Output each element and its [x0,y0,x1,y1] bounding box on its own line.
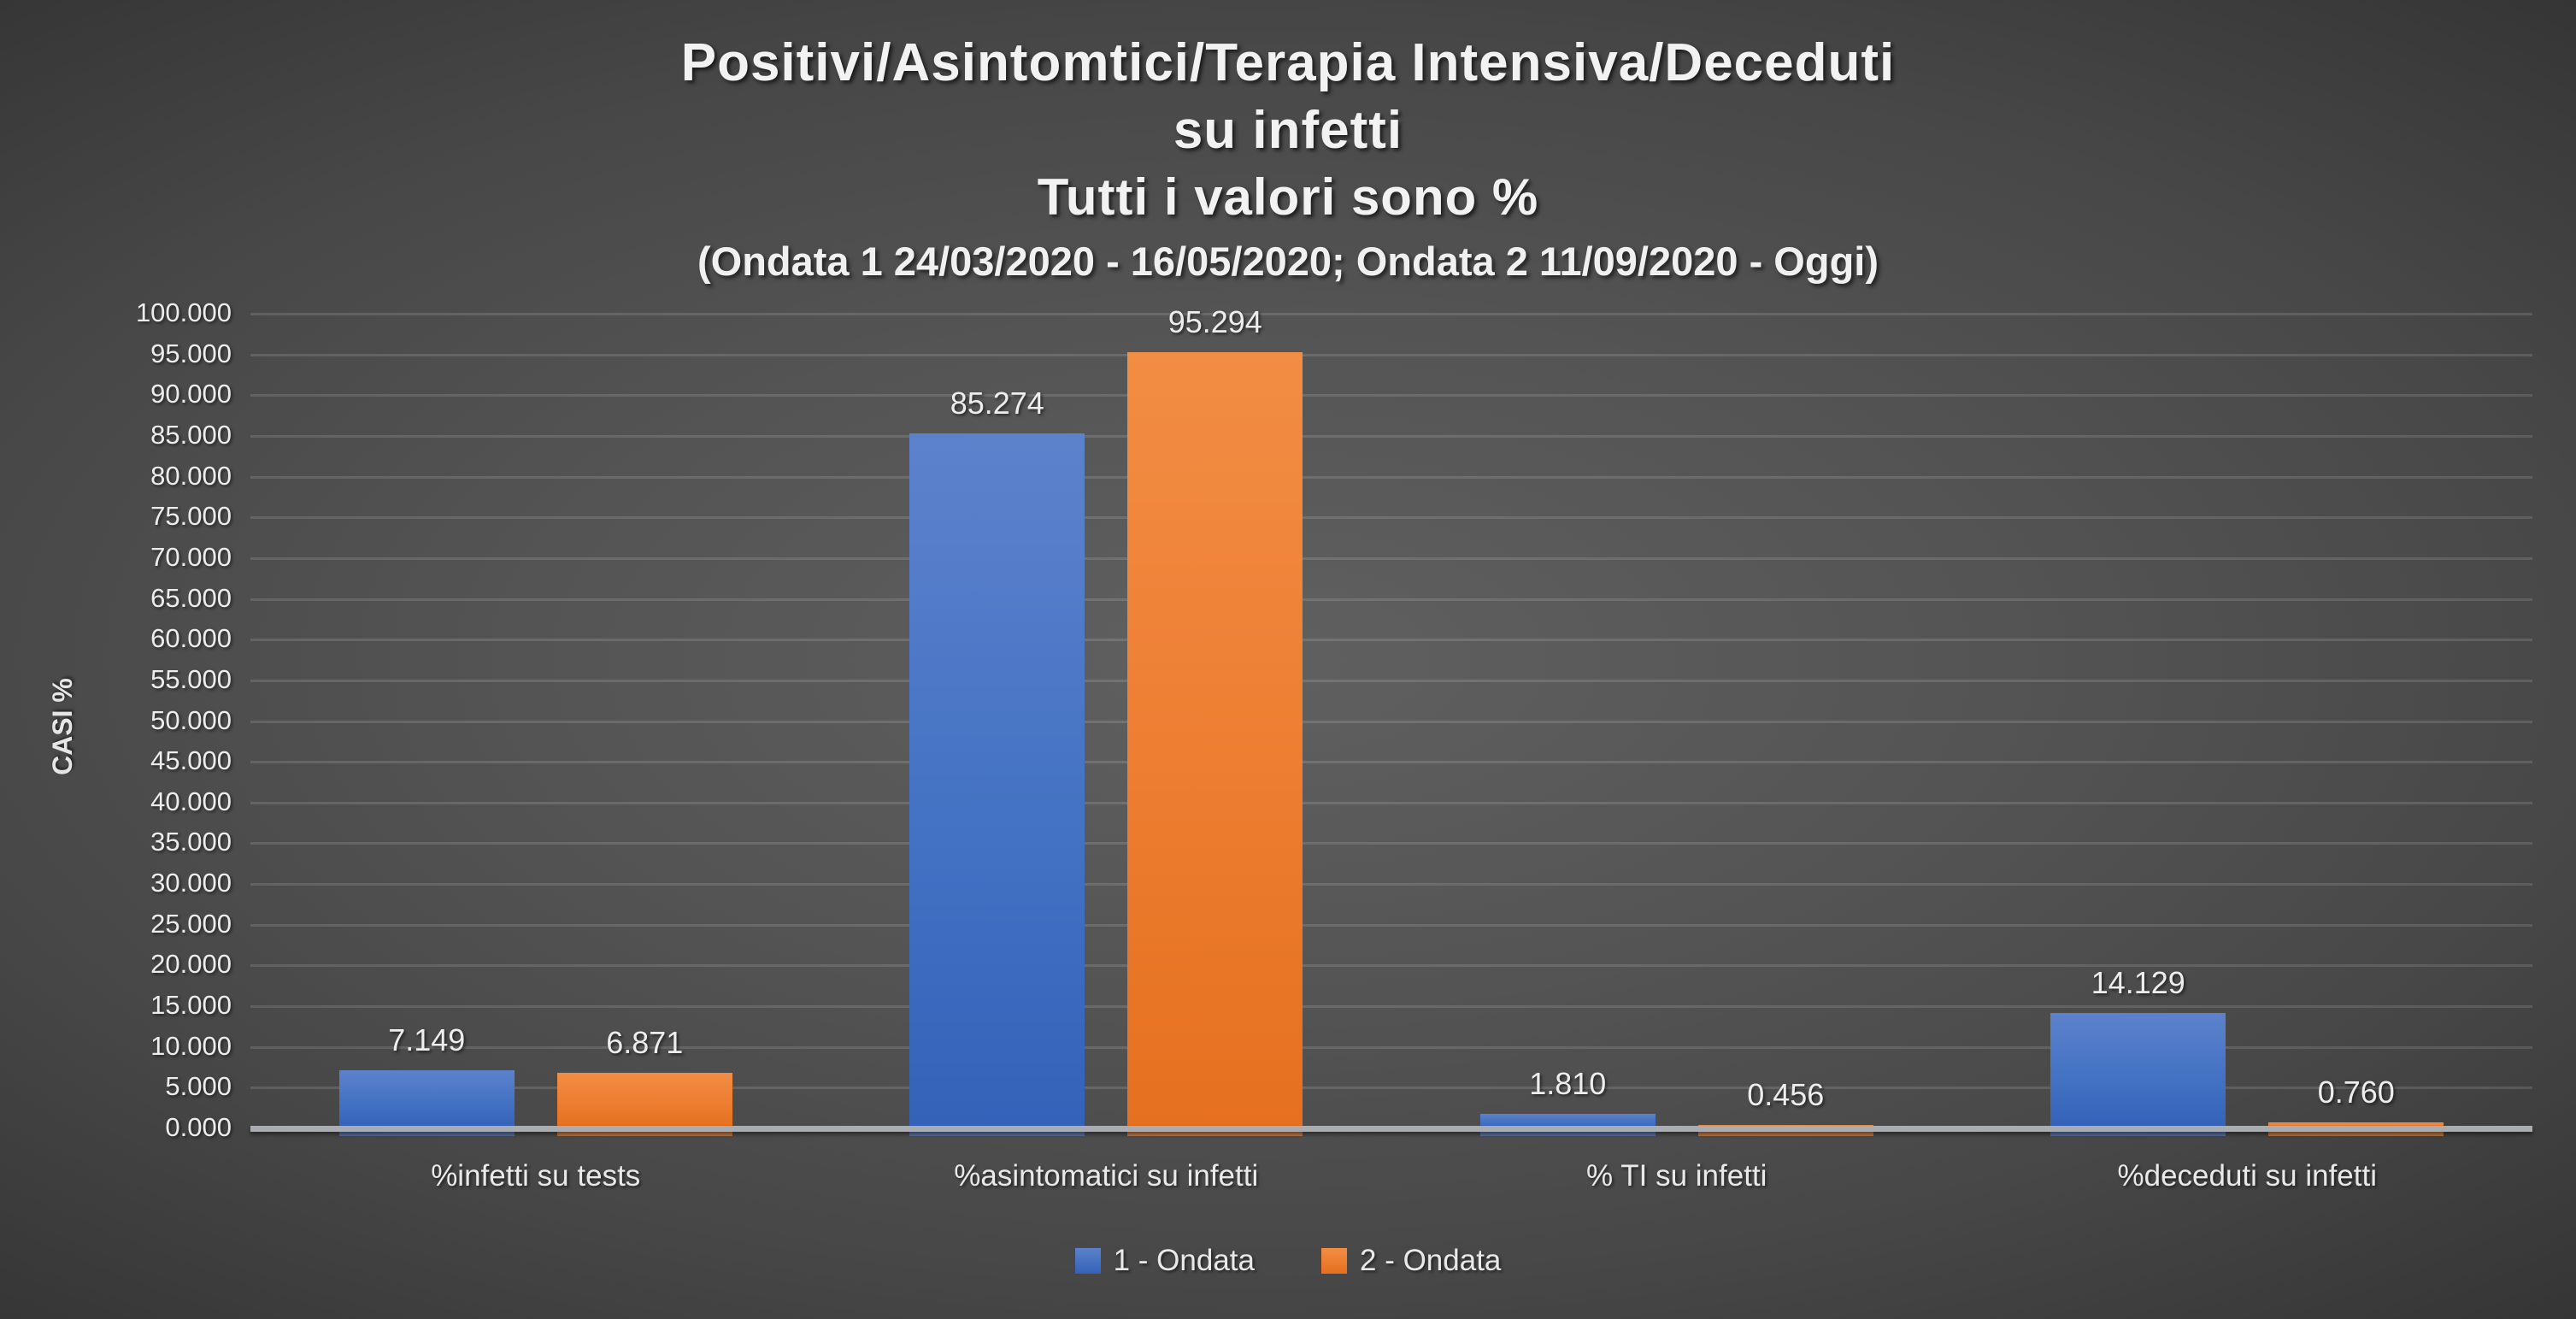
y-tick-label: 90.000 [150,379,232,409]
y-tick-label: 85.000 [150,419,232,450]
gridline [250,679,2532,682]
plot-area: 100.000 95.000 90.000 85.000 80.000 75.000 70.… [136,297,2532,1192]
bar-reflection [1479,1131,1656,1136]
y-tick-label: 30.000 [150,868,232,898]
chart-title-line2: su infetti [1173,101,1403,160]
bar-reflection [1127,1131,1303,1136]
y-tick-label: 75.000 [150,501,232,532]
y-tick-label: 15.000 [150,990,232,1021]
y-tick-label: 20.000 [150,949,232,980]
y-tick-label: 80.000 [150,460,232,491]
legend-item-2-ondata: 2 - Ondata [1321,1244,1501,1278]
value-label: 7.149 [388,1022,466,1057]
gridline [250,1005,2532,1009]
y-tick-label: 5.000 [165,1071,232,1102]
y-tick-label: 45.000 [150,745,232,776]
legend-swatch-2-ondata [1321,1248,1347,1274]
bar-reflection [909,1131,1085,1136]
category-label: %asintomatici su infetti [954,1159,1259,1192]
y-tick-label: 40.000 [150,786,232,816]
bar-2-ondata [1127,351,1303,1128]
y-tick-label: 95.000 [150,338,232,368]
gridline [250,598,2532,601]
bar-reflection [2050,1131,2226,1136]
value-label: 0.456 [1747,1076,1825,1112]
value-label: 6.871 [606,1024,684,1060]
category-label: %infetti su tests [431,1159,641,1192]
y-tick-label: 100.000 [135,297,232,327]
legend: 1 - Ondata 2 - Ondata [0,1244,2576,1278]
gridline [250,964,2532,968]
bar-1-ondata [2050,1013,2226,1128]
bar-1-ondata [1479,1113,1656,1128]
legend-label: 2 - Ondata [1360,1244,1502,1277]
gridline [250,313,2532,315]
value-label: 14.129 [2091,965,2185,1001]
gridline [250,394,2532,397]
gridline [250,475,2532,479]
bar-2-ondata [2268,1122,2444,1128]
chart-title-line1: Positivi/Asintomtici/Terapia Intensiva/D… [680,33,1896,92]
value-label: 95.294 [1167,303,1262,339]
gridline [250,434,2532,438]
gridline [250,883,2532,886]
gridline [250,556,2532,560]
legend-swatch-1-ondata [1074,1248,1101,1274]
chart-title-line3: Tutti i valori sono % [1037,168,1539,226]
gridline [250,842,2532,845]
bar-1-ondata [338,1069,515,1128]
y-tick-label: 60.000 [150,623,232,654]
value-label: 85.274 [950,386,1044,421]
y-tick-label: 55.000 [150,663,232,694]
gridline [250,1045,2532,1049]
gridline [250,639,2532,642]
legend-label: 1 - Ondata [1113,1244,1255,1277]
bar-reflection [338,1131,515,1136]
bar-reflection [2268,1131,2444,1136]
bar-reflection [1697,1131,1873,1136]
category-label: % TI su infetti [1586,1159,1767,1192]
gridline [250,353,2532,356]
value-label: 0.760 [2317,1074,2395,1110]
x-axis-line [250,1126,2532,1132]
bar-reflection [556,1131,732,1136]
gridline [250,720,2532,723]
gridline [250,516,2532,520]
y-tick-label: 0.000 [165,1112,232,1142]
y-tick-label: 50.000 [150,704,232,735]
value-label: 1.810 [1529,1065,1607,1101]
bar-2-ondata [556,1072,732,1128]
category-label: %deceduti su infetti [2117,1159,2377,1192]
gridline [250,801,2532,804]
gridline [250,923,2532,927]
y-tick-label: 10.000 [150,1030,232,1061]
y-tick-label: 25.000 [150,908,232,939]
legend-item-1-ondata: 1 - Ondata [1074,1244,1255,1278]
gridline [250,761,2532,764]
bar-1-ondata [909,433,1085,1128]
chart-subtitle: (Ondata 1 24/03/2020 - 16/05/2020; Ondat… [697,238,1879,284]
y-tick-label: 35.000 [150,827,232,857]
y-tick-label: 65.000 [150,582,232,613]
gridline [250,1086,2532,1090]
y-tick-label: 70.000 [150,541,232,572]
